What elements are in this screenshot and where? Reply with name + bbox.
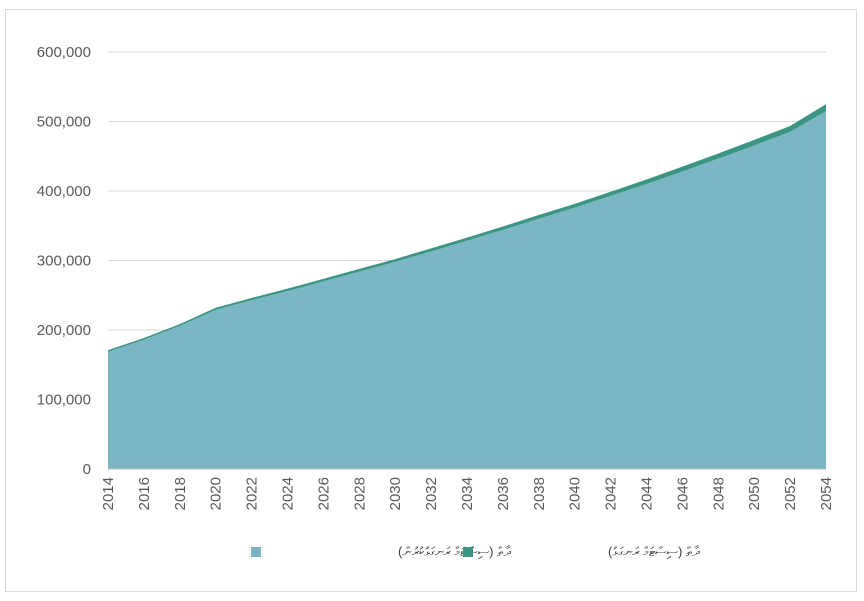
- x-tick-label: 2020: [208, 477, 225, 510]
- x-tick-label: 2038: [531, 477, 548, 510]
- x-tick-label: 2048: [710, 477, 727, 510]
- x-tick-label: 2030: [387, 477, 404, 510]
- legend-swatch-2: [463, 547, 473, 557]
- y-tick-label: 300,000: [37, 253, 91, 270]
- x-tick-label: 2018: [172, 477, 189, 510]
- y-tick-label: 500,000: [37, 114, 91, 131]
- x-tick-label: 2044: [639, 477, 656, 510]
- y-tick-label: 600,000: [37, 44, 91, 61]
- x-tick-label: 2040: [567, 477, 584, 510]
- y-tick-label: 0: [83, 461, 91, 478]
- y-tick-label: 100,000: [37, 392, 91, 409]
- x-tick-label: 2024: [280, 477, 297, 510]
- y-tick-label: 200,000: [37, 322, 91, 339]
- x-tick-label: 2022: [244, 477, 261, 510]
- x-tick-label: 2052: [782, 477, 799, 510]
- x-tick-label: 2046: [674, 477, 691, 510]
- x-tick-label: 2034: [459, 477, 476, 510]
- x-tick-label: 2032: [423, 477, 440, 510]
- area-series-2: [108, 104, 826, 352]
- x-tick-label: 2050: [746, 477, 763, 510]
- x-tick-label: 2042: [603, 477, 620, 510]
- legend-swatch-1: [251, 547, 261, 557]
- x-tick-label: 2026: [315, 477, 332, 510]
- area-series-1: [108, 111, 826, 469]
- x-tick-label: 2036: [495, 477, 512, 510]
- y-tick-label: 400,000: [37, 183, 91, 200]
- x-tick-label: 2028: [351, 477, 368, 510]
- x-tick-label: 2016: [136, 477, 153, 510]
- legend-label-2: ދާތް (ސިސްޓަމް ރަނގަޅު): [608, 544, 700, 559]
- legend-label-1: ދާތް (ސިސްޓަމް ރަނގަޅުކުރުން): [398, 544, 512, 559]
- x-tick-label: 2014: [100, 477, 117, 510]
- x-tick-label: 2054: [818, 477, 835, 510]
